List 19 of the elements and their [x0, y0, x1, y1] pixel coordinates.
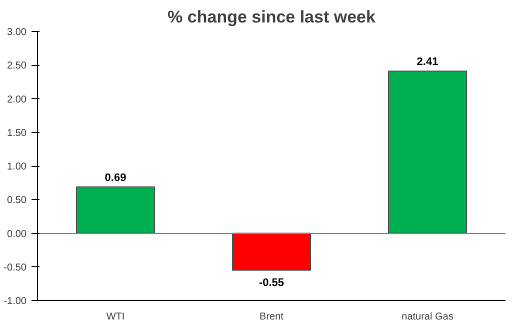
y-tick-label: -1.00	[4, 296, 27, 307]
x-tick-label: WTI	[106, 312, 125, 322]
bar	[76, 186, 155, 234]
data-label: 2.41	[416, 56, 438, 68]
y-tick-label: 0.50	[7, 195, 27, 206]
y-tick-label: -0.50	[4, 262, 27, 274]
chart-title: % change since last week	[168, 8, 376, 26]
y-tick-label: 0.00	[7, 228, 27, 240]
x-tick-label: Brent	[260, 312, 284, 322]
y-tick-label: 3.00	[7, 27, 27, 38]
data-label: -0.55	[258, 277, 284, 290]
x-tick-label: natural Gas	[402, 312, 454, 322]
data-label: 0.69	[104, 172, 126, 184]
y-tick-label: 2.50	[7, 60, 27, 72]
y-tick-label: 1.00	[7, 162, 27, 172]
bar	[388, 70, 467, 234]
y-tick-label: 2.00	[7, 94, 27, 106]
y-tick-label: 1.50	[7, 128, 27, 139]
bar	[232, 232, 311, 271]
